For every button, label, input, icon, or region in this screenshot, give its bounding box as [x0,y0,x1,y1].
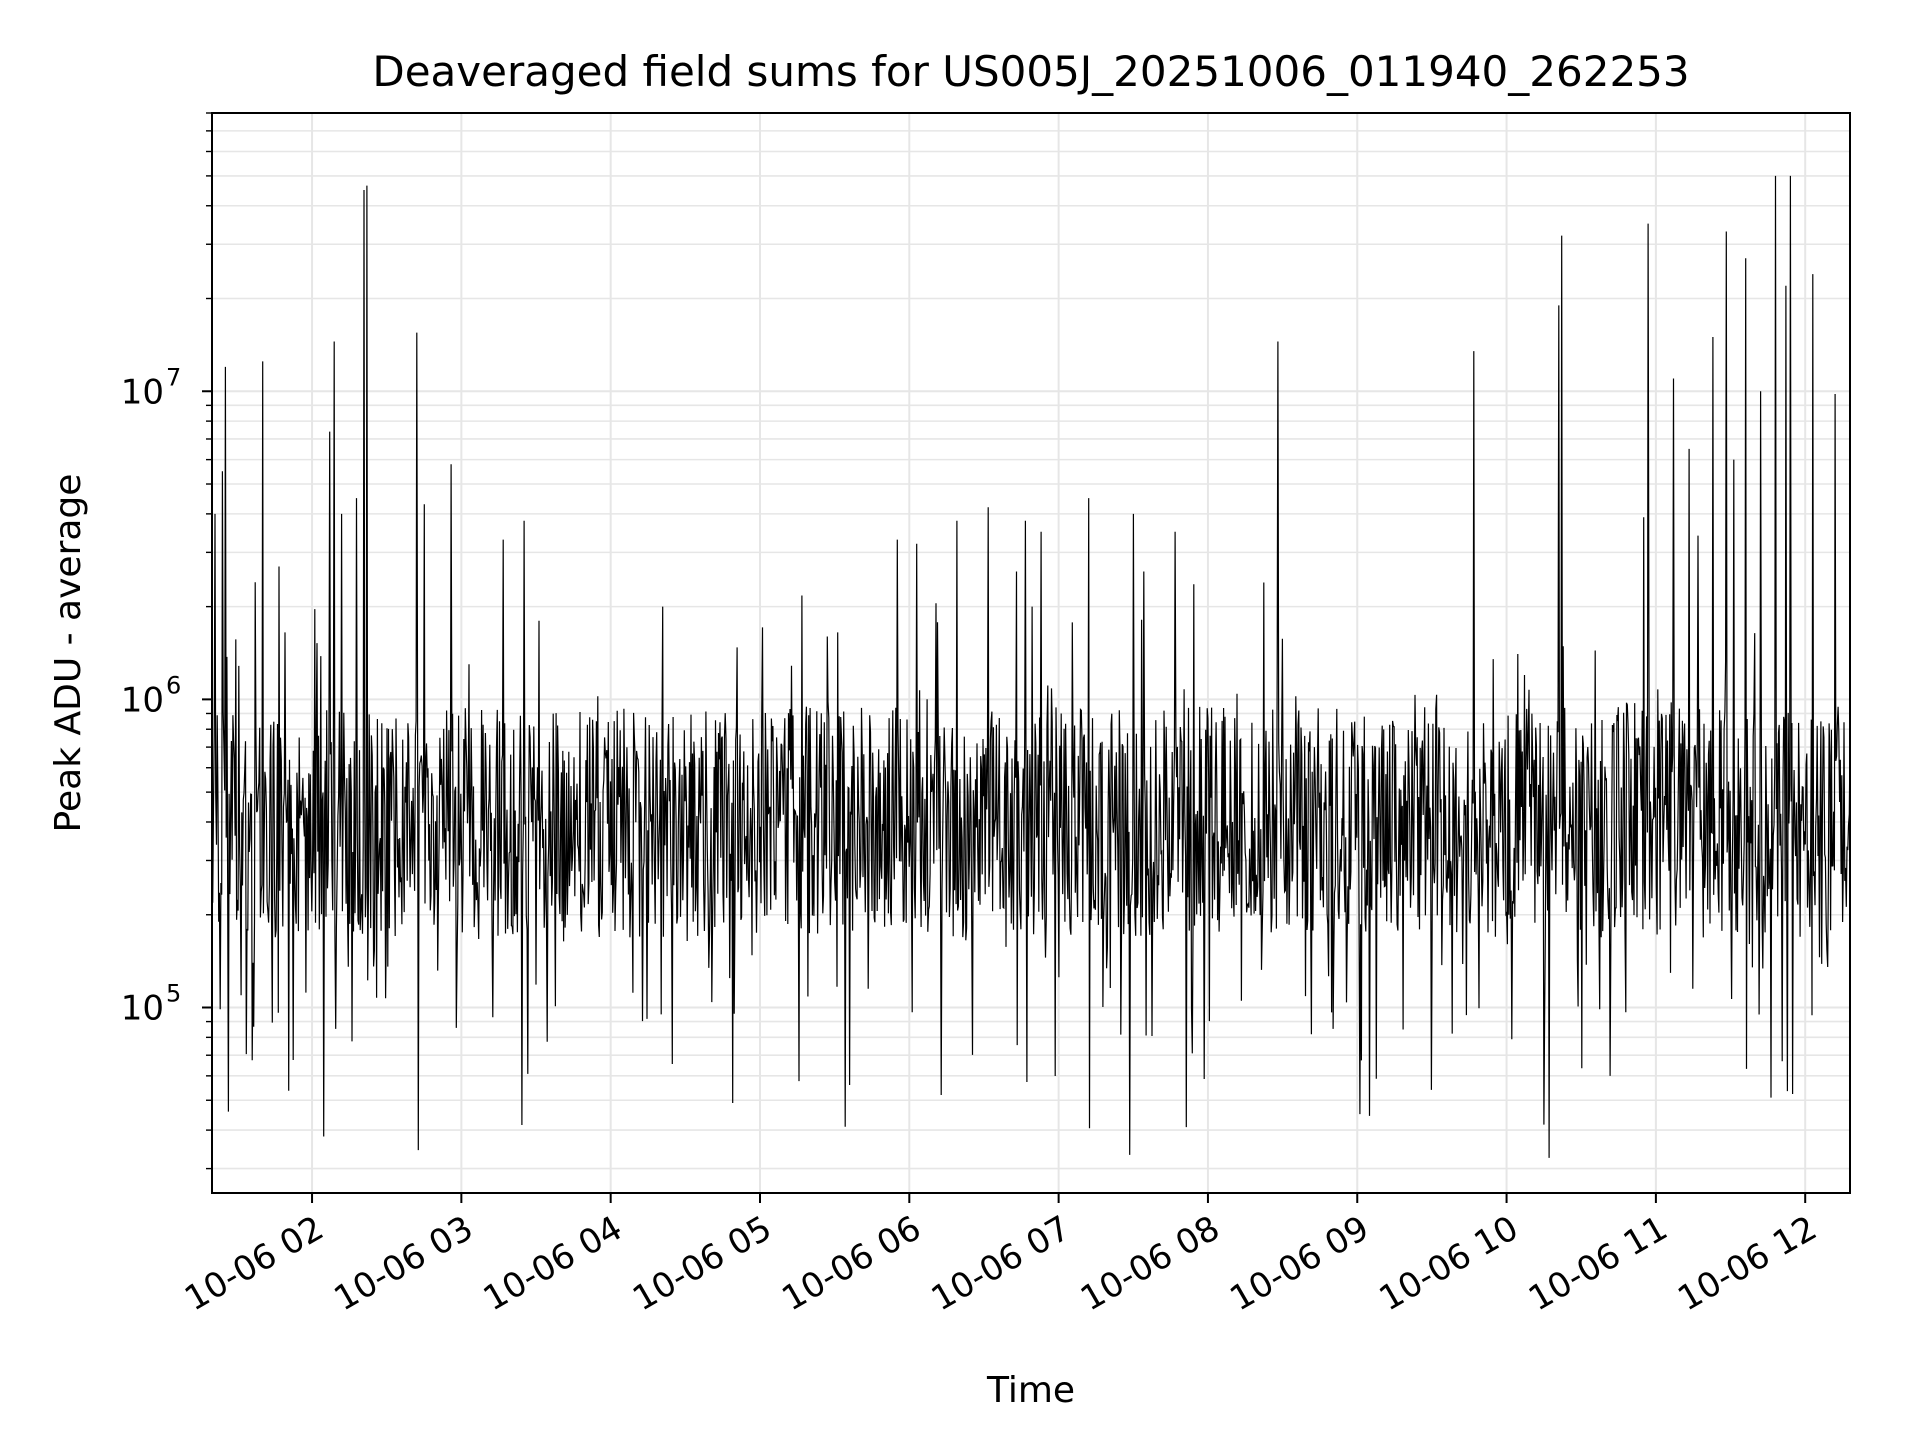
y-tick-exponent: 6 [166,671,181,699]
y-tick-exponent: 5 [166,979,181,1007]
y-axis-label: Peak ADU - average [48,474,89,833]
y-tick-exponent: 7 [166,363,181,391]
series-line [211,175,1851,1158]
plot-frame [211,112,1851,1194]
x-axis-label: Time [986,1370,1075,1411]
series-layer [211,175,1851,1158]
y-tick-label: 10 [121,680,164,720]
y-tick-label: 10 [121,988,164,1028]
chart-title: Deaveraged field sums for US005J_2025100… [372,47,1689,96]
y-tick-label: 10 [121,372,164,412]
